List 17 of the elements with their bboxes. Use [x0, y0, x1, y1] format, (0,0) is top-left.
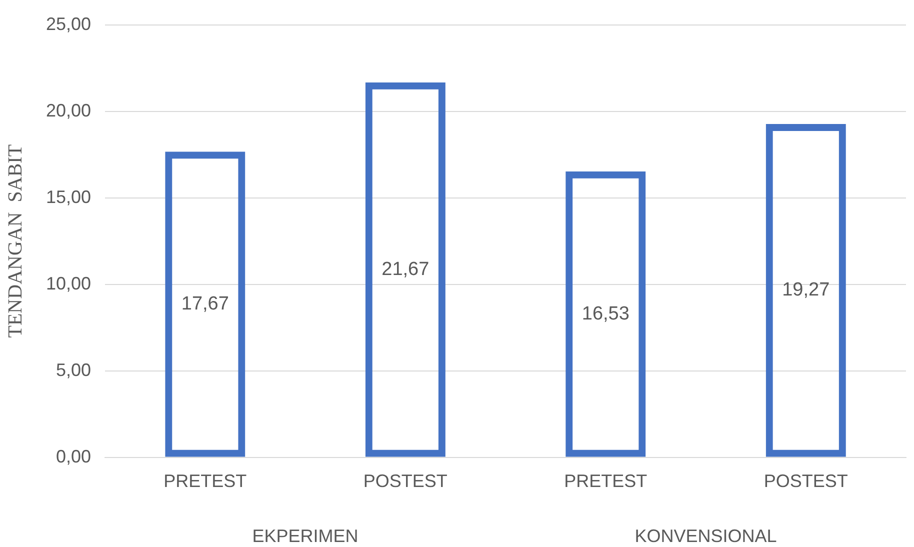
data-label: 16,53 [582, 303, 630, 324]
y-axis-title: TENDANGAN SABIT [4, 144, 26, 338]
y-tick-label: 0,00 [56, 446, 92, 466]
x-tick-label: PRETEST [164, 471, 247, 492]
y-tick-label: 25,00 [46, 14, 92, 34]
data-label: 19,27 [782, 280, 830, 301]
x-tick-label: PRETEST [564, 471, 648, 492]
x-tick-label: POSTEST [764, 471, 848, 492]
x-tick-label: POSTEST [363, 471, 448, 492]
data-label: 21,67 [382, 258, 430, 280]
y-tick-label: 10,00 [46, 273, 92, 294]
data-label: 17,67 [181, 294, 229, 315]
y-tick-label: 5,00 [56, 360, 92, 380]
y-tick-label: 20,00 [46, 100, 92, 120]
text: KONVENSIONAL [634, 526, 777, 546]
y-tick-label: 15,00 [46, 186, 92, 207]
text: EKPERIMEN [252, 526, 358, 546]
